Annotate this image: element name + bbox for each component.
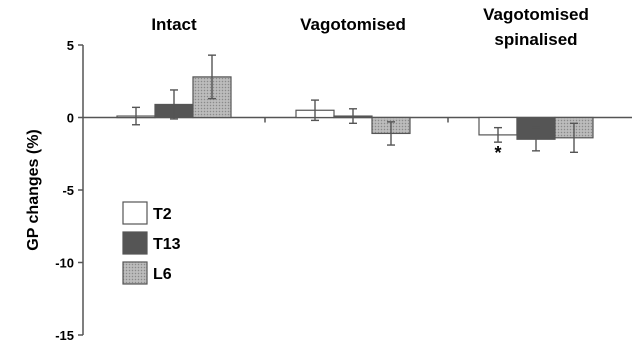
category-label: spinalised	[494, 30, 577, 49]
y-tick-label: -10	[55, 256, 74, 271]
y-axis-title: GP changes (%)	[25, 129, 42, 251]
category-label: Vagotomised	[300, 15, 406, 34]
category-label: Intact	[151, 15, 197, 34]
category-label: Vagotomised	[483, 5, 589, 24]
legend-swatch-t13	[122, 231, 148, 255]
legend-label-t2: T2	[153, 206, 172, 223]
legend-label-l6: L6	[153, 266, 172, 283]
significance-star: *	[494, 143, 501, 163]
y-tick-label: -15	[55, 328, 74, 343]
legend-swatch-t2	[122, 201, 148, 225]
y-tick-label: 0	[67, 111, 74, 126]
legend-label-t13: T13	[153, 236, 181, 253]
legend-swatch-l6	[122, 261, 148, 285]
y-tick-label: -5	[62, 183, 74, 198]
y-tick-label: 5	[67, 38, 74, 53]
